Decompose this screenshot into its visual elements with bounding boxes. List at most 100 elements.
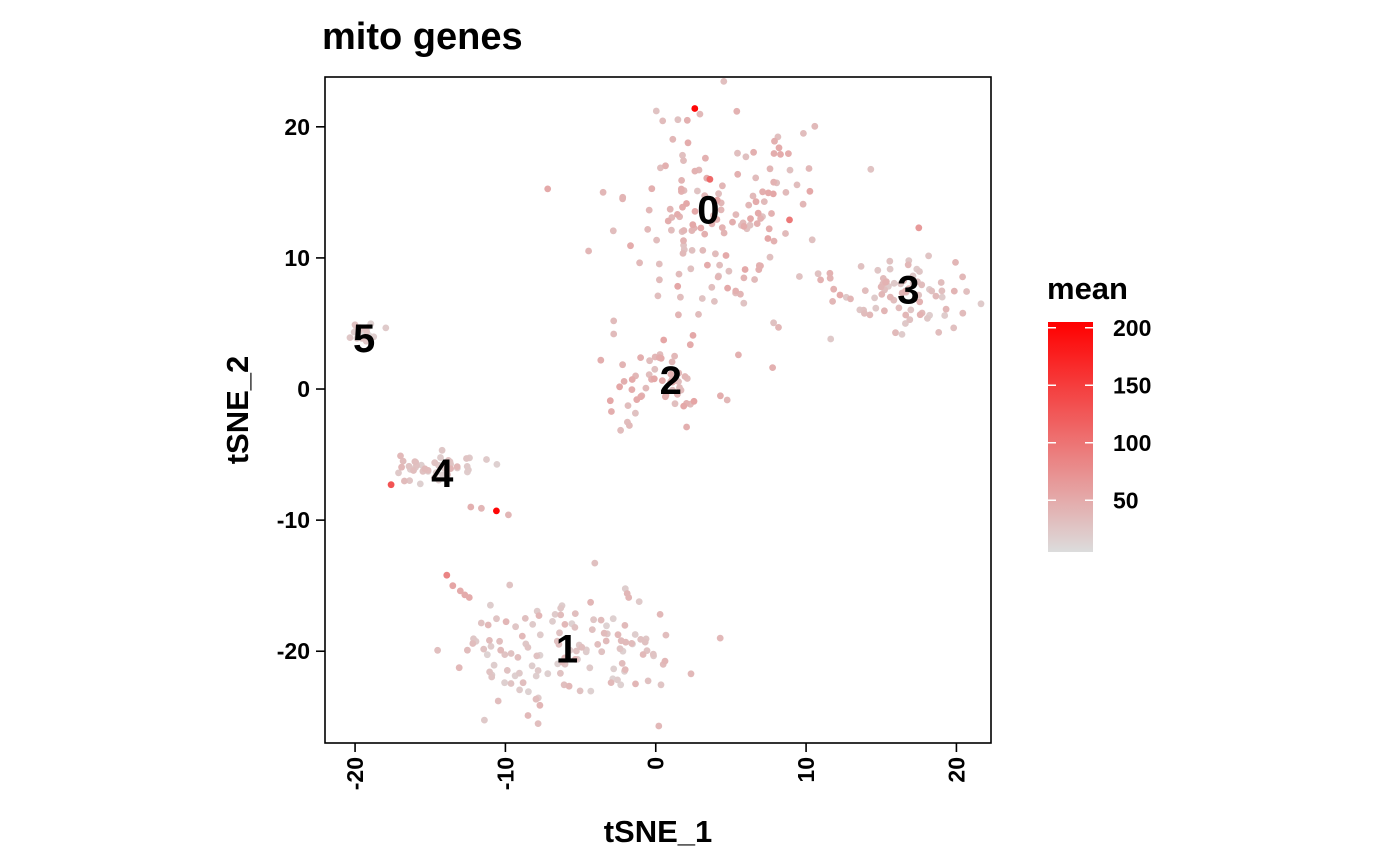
data-point (556, 629, 563, 637)
data-point (421, 465, 429, 473)
data-point (706, 175, 714, 183)
data-point (536, 631, 544, 639)
data-point (757, 215, 764, 222)
chart-title: mito genes (322, 16, 523, 58)
data-point (658, 377, 666, 384)
data-point (590, 616, 597, 624)
data-point (675, 270, 683, 278)
data-point (740, 299, 748, 307)
data-point (886, 257, 894, 265)
data-point (702, 154, 709, 162)
data-point (770, 150, 778, 157)
data-point (688, 247, 696, 254)
data-point (599, 188, 607, 196)
data-point (771, 137, 778, 145)
data-point (694, 187, 701, 195)
data-point (483, 651, 491, 659)
data-point (437, 454, 444, 461)
data-point (416, 480, 424, 488)
data-point (786, 216, 793, 224)
data-point (557, 669, 564, 677)
data-point (836, 291, 844, 299)
data-point (628, 640, 636, 647)
data-point (501, 651, 509, 658)
data-point (915, 224, 923, 232)
data-point (857, 263, 865, 270)
x-axis-title: tSNE_1 (604, 814, 713, 849)
data-point (654, 292, 662, 300)
data-point (747, 215, 754, 223)
data-point (401, 477, 408, 485)
data-point (493, 461, 501, 468)
legend-colorbar (1048, 322, 1093, 552)
data-point (683, 200, 690, 207)
data-point (397, 452, 404, 460)
data-point (656, 611, 664, 618)
data-point (519, 679, 527, 687)
data-point (717, 206, 725, 214)
data-point (398, 463, 405, 471)
data-point (677, 185, 685, 193)
data-point (561, 654, 569, 662)
data-point (717, 392, 724, 400)
data-point (557, 604, 565, 612)
y-tick-label: 20 (284, 114, 310, 140)
data-point (516, 669, 523, 677)
data-point (597, 356, 605, 364)
data-point (959, 309, 967, 317)
data-point (532, 695, 540, 703)
data-point (628, 386, 636, 393)
data-point (723, 396, 731, 404)
data-point (617, 681, 625, 689)
data-point (861, 287, 869, 294)
data-point (622, 638, 630, 646)
data-point (598, 648, 606, 656)
cluster-labels: 0 1 2 3 4 5 (353, 188, 919, 671)
data-point (671, 352, 678, 360)
x-axis: -20 -10 0 10 20 (342, 743, 969, 790)
cluster-label: 1 (556, 628, 578, 672)
data-point (507, 650, 515, 657)
data-point (395, 469, 402, 477)
data-point (696, 110, 704, 118)
data-point (770, 319, 777, 327)
data-point (367, 320, 375, 328)
data-point (669, 386, 676, 394)
data-point (915, 291, 923, 299)
data-point (469, 640, 477, 647)
data-point (765, 225, 773, 233)
data-point (616, 645, 624, 653)
data-point (467, 503, 475, 511)
data-point (741, 266, 749, 273)
data-point (652, 107, 660, 115)
data-point (805, 165, 813, 172)
data-point (465, 594, 473, 601)
data-point (578, 643, 586, 651)
data-point (800, 130, 807, 137)
data-point (691, 208, 699, 215)
data-point (641, 638, 649, 646)
data-point (691, 167, 699, 175)
data-point (890, 279, 898, 287)
data-point (650, 375, 658, 383)
data-point (642, 384, 650, 392)
data-point (769, 364, 776, 371)
data-point (496, 637, 503, 645)
data-point (900, 277, 908, 284)
legend-tick-label: 150 (1113, 372, 1151, 398)
data-point (657, 354, 665, 362)
data-point (718, 224, 726, 232)
data-point (664, 217, 672, 225)
data-point (713, 216, 721, 223)
data-point (687, 670, 695, 678)
data-point (808, 236, 816, 244)
data-point (749, 192, 757, 200)
data-point (669, 378, 676, 386)
data-point (740, 274, 748, 282)
data-point (573, 647, 580, 655)
data-point (524, 644, 532, 651)
data-point (484, 621, 492, 629)
data-point (512, 623, 519, 631)
data-point (497, 646, 505, 654)
data-point (621, 666, 629, 673)
